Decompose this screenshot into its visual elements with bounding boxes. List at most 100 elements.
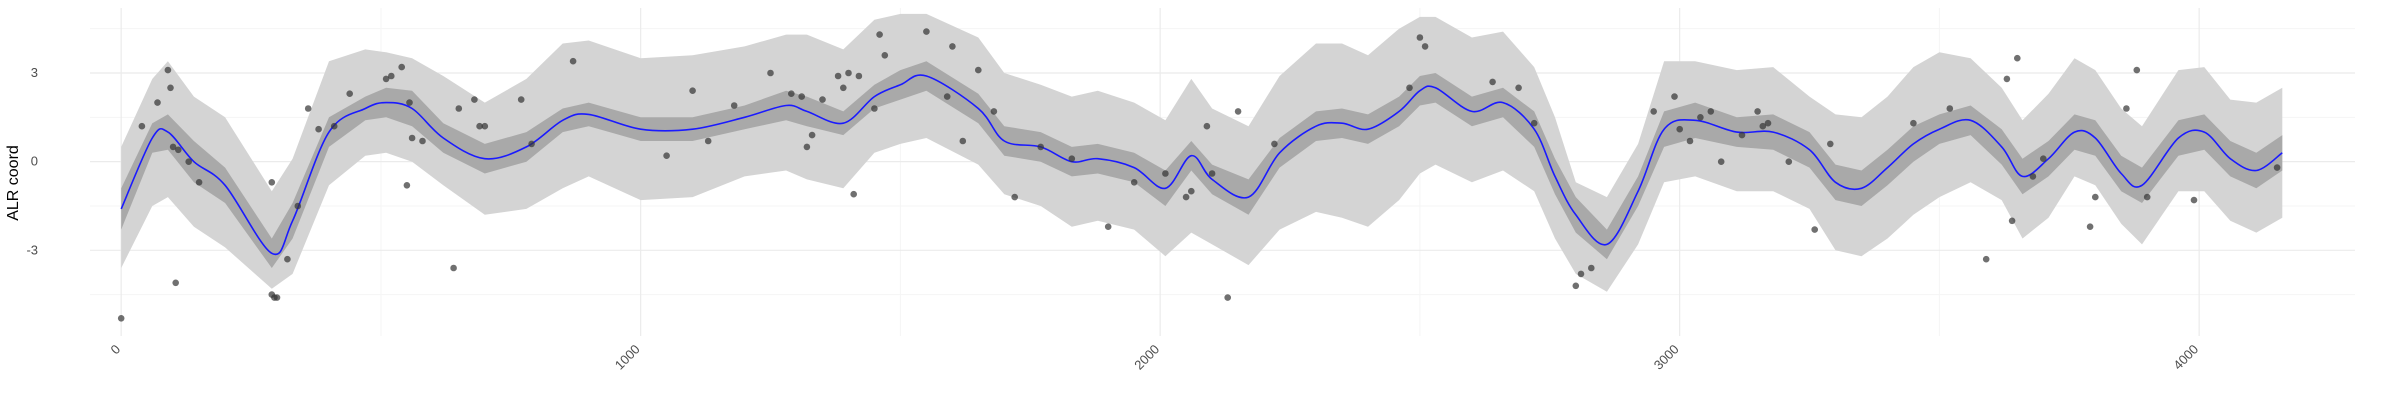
observation-point xyxy=(330,122,338,130)
observation-point xyxy=(2008,217,2016,225)
observation-point xyxy=(1203,122,1211,130)
observation-point xyxy=(1188,187,1195,195)
observation-point xyxy=(730,102,738,109)
y-tick-label: 3 xyxy=(31,65,38,80)
observation-point xyxy=(834,72,842,80)
observation-point xyxy=(1686,137,1694,145)
observation-point xyxy=(315,125,322,133)
observation-point xyxy=(569,57,577,65)
observation-point xyxy=(1811,226,1818,233)
credible-band-95 xyxy=(121,13,2283,292)
observation-point xyxy=(1406,84,1413,92)
observation-point xyxy=(1182,193,1190,201)
observation-point xyxy=(1530,119,1538,127)
observation-point xyxy=(840,84,847,92)
y-tick-label: -3 xyxy=(26,242,38,257)
observation-point xyxy=(2133,66,2141,74)
observation-point xyxy=(1577,270,1585,278)
y-axis-tick-labels: -3 0 3 xyxy=(26,65,38,257)
observation-point xyxy=(767,69,774,77)
observation-point xyxy=(408,134,416,142)
observation-point xyxy=(1982,255,1990,263)
observation-point xyxy=(167,84,174,92)
observation-point xyxy=(2143,193,2151,201)
observation-point xyxy=(117,315,125,322)
observation-point xyxy=(798,93,805,100)
observation-point xyxy=(172,279,179,287)
observation-point xyxy=(2273,164,2281,171)
observation-point xyxy=(1650,108,1657,115)
observation-point xyxy=(403,182,411,189)
observation-point xyxy=(450,264,457,272)
observation-point xyxy=(1588,264,1595,272)
observation-point xyxy=(1946,105,1954,112)
observation-point xyxy=(2014,54,2021,62)
observation-point xyxy=(1515,84,1522,92)
observation-point xyxy=(1738,131,1746,139)
observation-point xyxy=(1416,34,1424,41)
observation-point xyxy=(1489,78,1496,86)
observation-point xyxy=(1754,108,1761,115)
observation-points xyxy=(117,28,2281,322)
observation-point xyxy=(1827,140,1834,148)
observation-point xyxy=(398,63,406,71)
observation-point xyxy=(169,143,177,151)
observation-point xyxy=(1759,122,1767,130)
observation-point xyxy=(949,43,956,50)
observation-point xyxy=(284,255,291,263)
observation-point xyxy=(1764,119,1772,127)
observation-point xyxy=(1162,170,1169,177)
observation-point xyxy=(1572,282,1580,290)
observation-point xyxy=(808,131,816,139)
observation-point xyxy=(154,99,161,106)
y-axis-title: ALR coord xyxy=(5,145,22,221)
observation-point xyxy=(881,52,889,59)
observation-point xyxy=(1011,193,1018,201)
observation-point xyxy=(876,31,883,38)
observation-point xyxy=(476,122,483,130)
observation-point xyxy=(923,28,930,35)
observation-point xyxy=(419,137,426,145)
observation-point xyxy=(517,96,525,103)
observation-point xyxy=(2190,196,2198,204)
observation-point xyxy=(819,96,826,103)
observation-point xyxy=(1234,108,1242,115)
observation-point xyxy=(2029,173,2037,180)
observation-point xyxy=(1421,43,1429,50)
observation-point xyxy=(1707,108,1715,115)
observation-point xyxy=(195,179,203,186)
observation-point xyxy=(1676,125,1683,133)
observation-point xyxy=(1208,170,1216,177)
observation-point xyxy=(1104,223,1112,230)
observation-point xyxy=(1068,155,1076,162)
observation-point xyxy=(471,96,478,103)
observation-point xyxy=(1271,140,1278,148)
observation-point xyxy=(2086,223,2094,230)
posterior-mean-line-group xyxy=(120,74,2283,256)
observation-point xyxy=(1717,158,1725,165)
observation-point xyxy=(959,137,967,145)
observation-point xyxy=(406,99,413,106)
observation-point xyxy=(855,72,863,80)
observation-point xyxy=(871,105,878,112)
observation-point xyxy=(528,140,535,148)
observation-point xyxy=(1130,179,1138,186)
observation-point xyxy=(138,122,146,130)
observation-point xyxy=(663,152,670,159)
observation-point xyxy=(1785,158,1793,165)
observation-point xyxy=(388,72,395,80)
observation-point xyxy=(803,143,811,151)
observation-point xyxy=(175,146,182,154)
observation-point xyxy=(1671,93,1678,100)
observation-point xyxy=(185,158,192,165)
observation-point xyxy=(481,122,489,130)
observation-point xyxy=(689,87,696,94)
observation-point xyxy=(943,93,951,100)
observation-point xyxy=(2003,75,2011,83)
band-95-area xyxy=(121,13,2283,292)
observation-point xyxy=(268,179,276,186)
posterior-mean-line xyxy=(120,74,2283,256)
observation-point xyxy=(164,66,172,74)
